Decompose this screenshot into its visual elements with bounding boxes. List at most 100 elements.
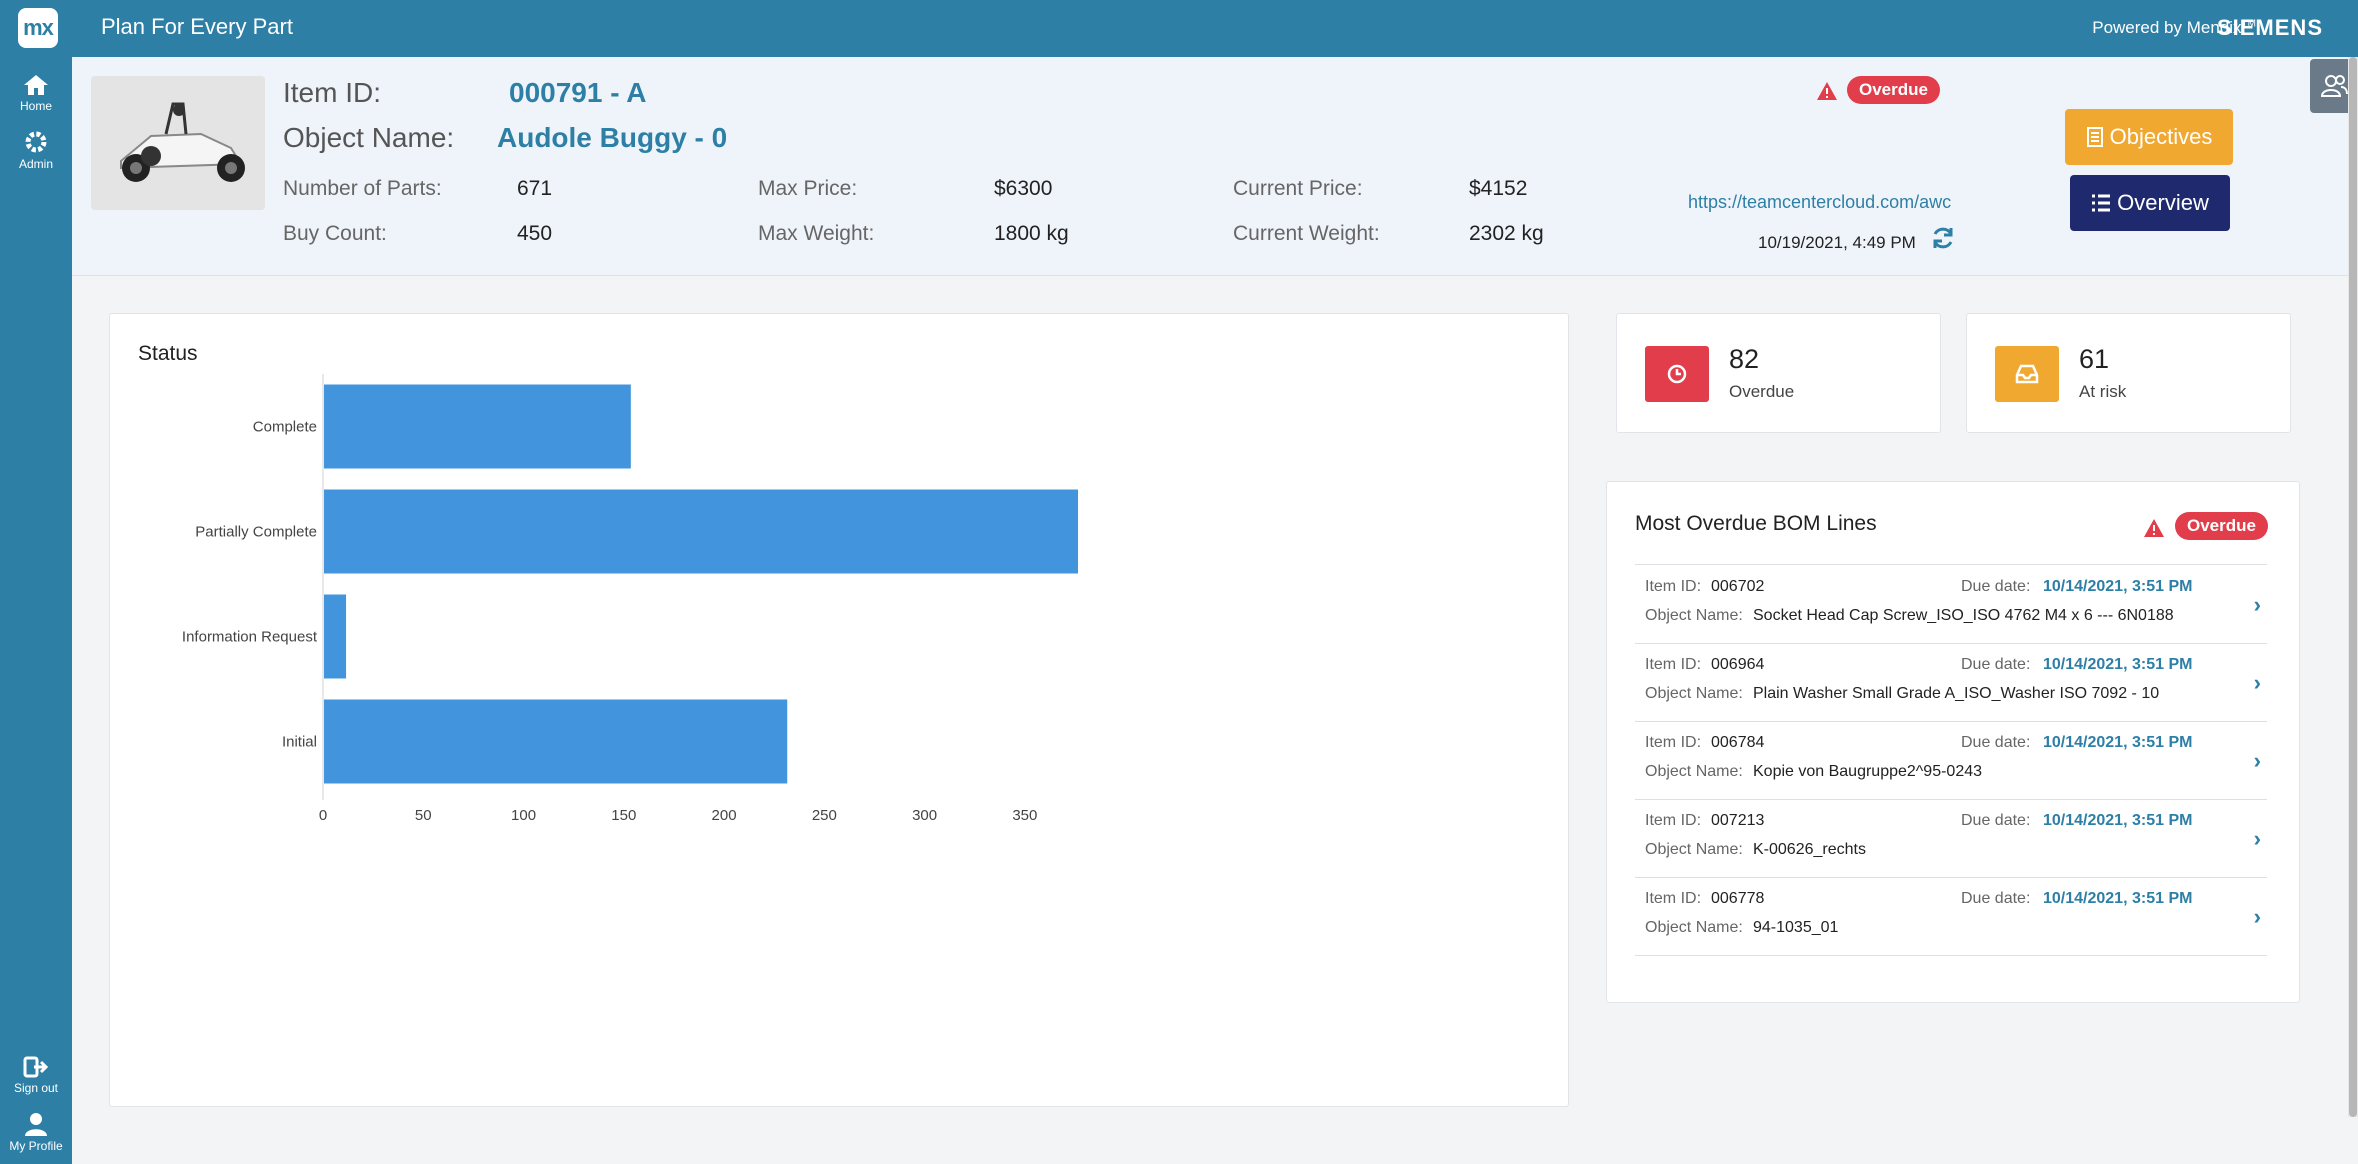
- bom-due-label: Due date:: [1961, 734, 2031, 751]
- bom-object-name: 94-1035_01: [1753, 919, 1839, 936]
- app-title: Plan For Every Part: [101, 14, 293, 39]
- status-card: Status Complete Partially Complete Informa…: [109, 313, 1569, 1107]
- chevron-right-icon[interactable]: ›: [2253, 748, 2261, 773]
- bom-item-id: 006964: [1711, 656, 1765, 673]
- powered-by: Powered by MendixTM: [2092, 18, 2256, 38]
- powered-by-text: Powered by Mendix: [2092, 18, 2242, 37]
- current-price-value: $4152: [1469, 177, 1528, 200]
- category-label: Initial: [282, 734, 317, 751]
- bom-object-name-label: Object Name:: [1645, 685, 1743, 702]
- item-id-value: 000791 - A: [509, 77, 647, 108]
- bom-item-id-label: Item ID:: [1645, 734, 1702, 751]
- bom-title: Most Overdue BOM Lines: [1635, 512, 1877, 535]
- users-icon: [2320, 75, 2348, 97]
- bom-object-name: Kopie von Baugruppe2^95-0243: [1753, 763, 1983, 780]
- bom-object-name: Socket Head Cap Screw_ISO_ISO 4762 M4 x …: [1753, 607, 2174, 624]
- refresh-icon[interactable]: [1930, 225, 1956, 251]
- sidebar-item-home[interactable]: Home: [0, 73, 72, 113]
- overview-button[interactable]: Overview: [2070, 175, 2230, 231]
- bom-row[interactable]: Item ID: 006778 Due date: 10/14/2021, 3:51 …: [1635, 878, 2267, 956]
- bom-due-date: 10/14/2021, 3:51 PM: [2043, 656, 2193, 673]
- current-weight-label: Current Weight:: [1233, 222, 1380, 245]
- bom-item-id-label: Item ID:: [1645, 890, 1702, 907]
- num-parts-label: Number of Parts:: [283, 177, 442, 200]
- bom-due-date: 10/14/2021, 3:51 PM: [2043, 890, 2193, 907]
- kpi-at-risk-label: At risk: [2079, 382, 2127, 401]
- bom-due-label: Due date:: [1961, 812, 2031, 829]
- chevron-right-icon[interactable]: ›: [2253, 904, 2261, 929]
- top-bar: mx Plan For Every Part Powered by Mendix…: [0, 0, 2358, 57]
- bom-row[interactable]: Item ID: 007213 Due date: 10/14/2021, 3:51 …: [1635, 800, 2267, 878]
- chevron-right-icon[interactable]: ›: [2253, 592, 2261, 617]
- sidebar-item-label: My Profile: [9, 1139, 63, 1153]
- chevron-right-icon[interactable]: ›: [2253, 670, 2261, 695]
- bom-row[interactable]: Item ID: 006702 Due date: 10/14/2021, 3:51 …: [1635, 566, 2267, 644]
- status-badge: Overdue: [1847, 76, 1940, 104]
- category-label: Complete: [253, 419, 317, 436]
- bom-due-label: Due date:: [1961, 656, 2031, 673]
- bom-item-id-label: Item ID:: [1645, 578, 1702, 595]
- status-chart: Complete Partially Complete Information Re…: [182, 374, 1079, 824]
- bom-object-name-label: Object Name:: [1645, 607, 1743, 624]
- max-price-label: Max Price:: [758, 177, 858, 200]
- scrollbar-thumb[interactable]: [2349, 57, 2357, 1117]
- category-label: Partially Complete: [195, 524, 317, 541]
- bom-due-label: Due date:: [1961, 578, 2031, 595]
- bom-due-date: 10/14/2021, 3:51 PM: [2043, 578, 2193, 595]
- buggy-image: [91, 76, 265, 210]
- sidebar-item-label: Sign out: [13, 1081, 59, 1095]
- bar-information-request[interactable]: [324, 594, 347, 679]
- bom-object-name: K-00626_rechts: [1753, 841, 1866, 858]
- bom-item-id: 006702: [1711, 578, 1765, 595]
- kpi-overdue-value: 82: [1729, 344, 1760, 374]
- buy-count-label: Buy Count:: [283, 222, 387, 245]
- x-tick-label: 250: [812, 807, 837, 824]
- bar-initial[interactable]: [324, 699, 788, 784]
- last-updated: 10/19/2021, 4:49 PM: [1758, 233, 1916, 252]
- bar-complete[interactable]: [324, 384, 631, 469]
- status-title: Status: [138, 342, 198, 365]
- max-weight-value: 1800 kg: [994, 222, 1069, 245]
- chevron-right-icon[interactable]: ›: [2253, 826, 2261, 851]
- clock-icon: [1645, 346, 1709, 402]
- kpi-at-risk-value: 61: [2079, 344, 2110, 374]
- x-tick-label: 100: [511, 807, 536, 824]
- bom-item-id-label: Item ID:: [1645, 812, 1702, 829]
- object-name-label: Object Name:: [283, 122, 455, 153]
- bom-item-id: 006784: [1711, 734, 1765, 751]
- bom-row[interactable]: Item ID: 006784 Due date: 10/14/2021, 3:51 …: [1635, 722, 2267, 800]
- objectives-label: Objectives: [2109, 124, 2213, 149]
- bom-item-id: 006778: [1711, 890, 1765, 907]
- sidebar-item-admin[interactable]: Admin: [0, 129, 72, 171]
- bom-row[interactable]: Item ID: 006964 Due date: 10/14/2021, 3:51 …: [1635, 644, 2267, 722]
- divider: [1635, 564, 2267, 565]
- objectives-button[interactable]: Objectives: [2065, 109, 2233, 165]
- teamcenter-link[interactable]: https://teamcentercloud.com/awc: [1688, 192, 1952, 212]
- max-weight-label: Max Weight:: [758, 222, 875, 245]
- item-thumbnail: [91, 76, 265, 210]
- bom-badge: Overdue: [2175, 512, 2268, 540]
- inbox-icon: [1995, 346, 2059, 402]
- bom-object-name-label: Object Name:: [1645, 763, 1743, 780]
- overview-label: Overview: [2117, 190, 2209, 215]
- item-header: Item ID: 000791 - A Object Name: Audole …: [72, 57, 2358, 276]
- x-tick-label: 200: [712, 807, 737, 824]
- user-icon: [25, 1113, 47, 1136]
- kpi-overdue[interactable]: 82 Overdue: [1616, 313, 1941, 433]
- bom-due-label: Due date:: [1961, 890, 2031, 907]
- buy-count-value: 450: [517, 222, 553, 245]
- bom-item-id-label: Item ID:: [1645, 656, 1702, 673]
- mendix-logo[interactable]: mx: [18, 8, 58, 48]
- bom-card: Most Overdue BOM Lines Overdue Item ID: 0…: [1606, 481, 2300, 1003]
- document-icon: [2086, 127, 2103, 147]
- trademark: TM: [2241, 18, 2256, 30]
- object-name-value: Audole Buggy - 0: [497, 122, 728, 153]
- kpi-overdue-label: Overdue: [1729, 382, 1795, 401]
- siemens-logo: SIEMENS: [2216, 15, 2323, 40]
- x-tick-label: 150: [611, 807, 636, 824]
- x-tick-label: 50: [415, 807, 432, 824]
- kpi-at-risk[interactable]: 61 At risk: [1966, 313, 2291, 433]
- bar-partially-complete[interactable]: [324, 489, 1079, 574]
- sidebar-item-signout[interactable]: Sign out: [0, 1055, 72, 1095]
- sidebar-item-profile[interactable]: My Profile: [0, 1111, 72, 1153]
